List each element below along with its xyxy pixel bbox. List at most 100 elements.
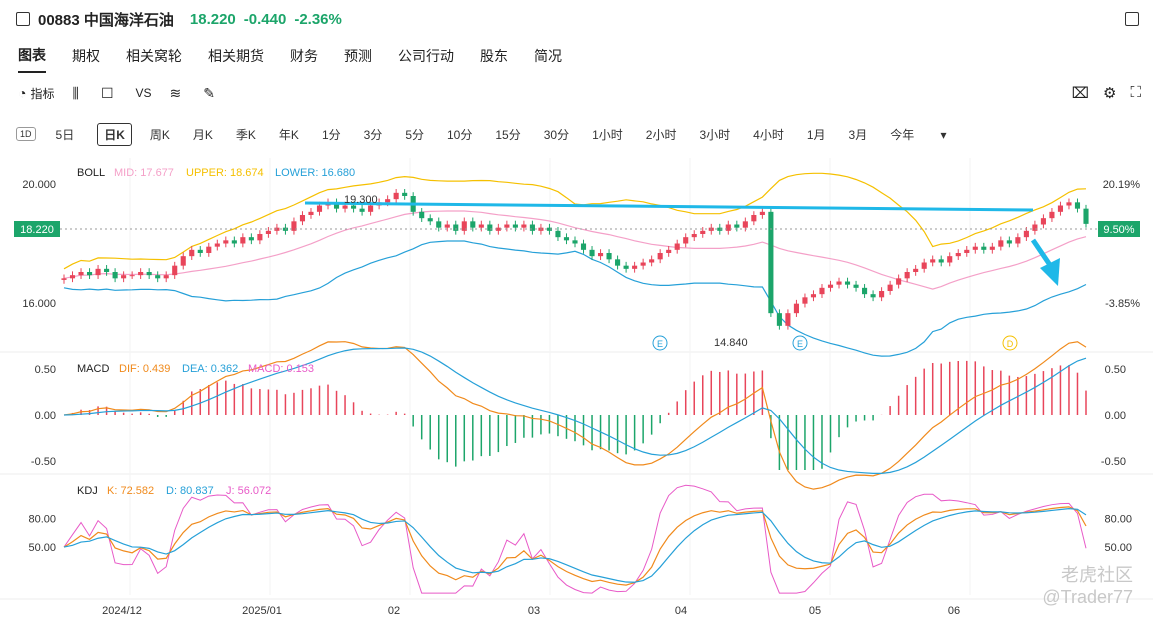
- macd-dea-legend: DEA: 0.362: [182, 363, 238, 375]
- candle-body: [1074, 202, 1081, 209]
- period-month-k[interactable]: 月K: [192, 127, 213, 142]
- candle-body: [563, 237, 570, 241]
- candle-body: [121, 275, 127, 279]
- y-tick-right: 20.19%: [1103, 179, 1141, 191]
- candle-body: [163, 275, 169, 279]
- candle-body: [69, 275, 76, 279]
- candle-body: [257, 234, 263, 241]
- candle-body: [930, 259, 936, 263]
- candle-body: [862, 287, 868, 295]
- candle-body: [810, 294, 817, 298]
- candle-body: [419, 211, 425, 219]
- period-quarter-k[interactable]: 季K: [235, 127, 256, 142]
- stock-chart[interactable]: BOLL MID: 17.677 UPPER: 18.674 LOWER: 16.68…: [0, 150, 1153, 624]
- period-4h[interactable]: 4小时: [753, 127, 784, 142]
- down-arrow-shaft: [1030, 238, 1055, 270]
- settings-icon[interactable]: ⚙: [1103, 85, 1117, 102]
- period-2h[interactable]: 2小时: [645, 127, 677, 142]
- candle-body: [299, 215, 306, 222]
- pen-icon: ✎: [203, 84, 215, 101]
- tab-financials[interactable]: 财务: [290, 48, 318, 64]
- tab-profile[interactable]: 简况: [534, 48, 562, 64]
- fullscreen-icon[interactable]: ⛶: [1130, 84, 1141, 101]
- tab-chart[interactable]: 图表: [18, 45, 46, 73]
- camera-icon[interactable]: ⌧: [1071, 85, 1090, 102]
- candle-body: [572, 240, 578, 244]
- period-5m[interactable]: 5分: [405, 127, 424, 142]
- candle-body: [717, 227, 723, 231]
- collapse-panel-icon[interactable]: [1125, 12, 1139, 26]
- candle-body: [104, 268, 110, 272]
- candle-body: [819, 287, 825, 295]
- period-1h[interactable]: 1小时: [592, 127, 623, 142]
- candle-body: [615, 259, 621, 266]
- y-tick-right: -3.85%: [1105, 298, 1140, 310]
- tab-options[interactable]: 期权: [72, 48, 100, 64]
- period-3m[interactable]: 3分: [363, 127, 383, 142]
- candle-body: [981, 246, 987, 250]
- period-3-month[interactable]: 3月: [848, 127, 868, 142]
- tab-forecast[interactable]: 预测: [344, 48, 372, 64]
- candle-body: [623, 265, 629, 269]
- period-week-k[interactable]: 周K: [149, 127, 170, 142]
- candle-body: [231, 240, 237, 244]
- tab-shareholders[interactable]: 股东: [480, 48, 508, 64]
- period-15m[interactable]: 15分: [495, 127, 521, 142]
- period-30m[interactable]: 30分: [543, 127, 570, 142]
- candle-body: [555, 230, 561, 238]
- period-1m[interactable]: 1分: [321, 127, 341, 142]
- period-10m[interactable]: 10分: [447, 127, 473, 142]
- macd-dea-line: [63, 347, 1087, 475]
- period-year-k[interactable]: 年K: [278, 127, 299, 142]
- candle-body: [998, 240, 1004, 247]
- period-ytd[interactable]: 今年 ▾: [890, 127, 947, 142]
- indicators-label: 指标: [30, 86, 55, 101]
- event-marker: [652, 335, 668, 351]
- boll-upper-legend: UPPER: 18.674: [186, 167, 264, 179]
- candle-body: [146, 272, 152, 276]
- draw-lines-button[interactable]: ≋: [170, 85, 186, 102]
- tab-futures[interactable]: 相关期货: [208, 48, 264, 64]
- candle-body: [913, 268, 919, 272]
- candle-body: [478, 224, 484, 228]
- x-axis-label: 03: [528, 605, 540, 617]
- expand-icon[interactable]: [16, 12, 30, 26]
- macd-dif-legend: DIF: 0.439: [119, 363, 170, 375]
- period-1-month[interactable]: 1月: [806, 127, 826, 142]
- period-dropdown-icon[interactable]: 1D: [16, 127, 36, 141]
- candle-body: [989, 246, 995, 250]
- high-annotation: 19.300: [344, 194, 378, 206]
- candle-body: [78, 272, 84, 276]
- y-tick-left: 50.00: [28, 542, 56, 554]
- period-3h[interactable]: 3小时: [699, 127, 731, 142]
- candle-body: [487, 224, 493, 231]
- candle-body: [938, 259, 944, 263]
- kdj-d-line: [63, 508, 1087, 583]
- pen-button[interactable]: ✎: [203, 85, 219, 102]
- tab-corporate-actions[interactable]: 公司行动: [398, 48, 454, 64]
- boll-lower-line: [63, 240, 1087, 357]
- x-axis-label: 2024/12: [102, 605, 142, 617]
- candle-body: [972, 246, 978, 250]
- candle-body: [342, 205, 348, 209]
- rect-tool-button[interactable]: ☐: [101, 85, 118, 102]
- y-tick-left: 16.000: [22, 298, 56, 310]
- candle-body: [385, 199, 391, 203]
- candle-body: [896, 278, 902, 285]
- price-tag: 18.220: [20, 224, 54, 236]
- candle-body: [291, 221, 297, 231]
- candle-body: [683, 237, 689, 244]
- candle-type-button[interactable]: ⫼: [72, 85, 82, 102]
- y-tick-right: 0.00: [1105, 410, 1126, 422]
- indicators-button[interactable]: ◔ 指标: [18, 85, 54, 102]
- period-day-k[interactable]: 日K: [97, 122, 132, 146]
- candle-body: [129, 275, 135, 277]
- candle-body: [1057, 205, 1064, 212]
- candle-body: [751, 215, 757, 222]
- tab-warrants[interactable]: 相关窝轮: [126, 48, 182, 64]
- period-5d[interactable]: 5日: [55, 127, 75, 142]
- candle-body: [308, 211, 314, 215]
- candle-body: [453, 224, 459, 231]
- compare-button[interactable]: VS: [136, 86, 152, 100]
- event-marker-label: E: [657, 339, 663, 349]
